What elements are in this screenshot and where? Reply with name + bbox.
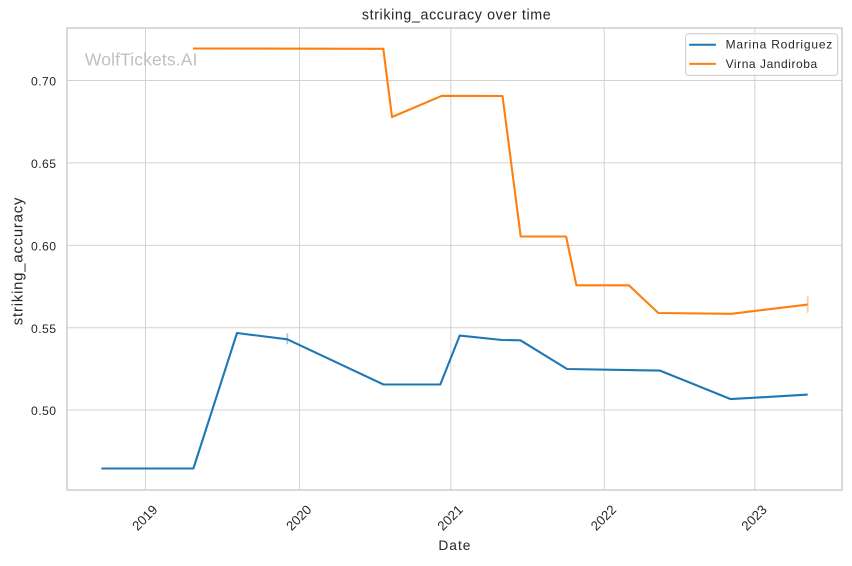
svg-text:Virna Jandiroba: Virna Jandiroba (726, 57, 818, 71)
svg-text:0.50: 0.50 (31, 404, 57, 418)
svg-text:Date: Date (438, 538, 471, 553)
svg-text:0.60: 0.60 (31, 240, 57, 254)
svg-text:0.70: 0.70 (31, 75, 57, 89)
svg-text:striking_accuracy over time: striking_accuracy over time (362, 7, 551, 23)
svg-text:0.55: 0.55 (31, 322, 57, 336)
svg-text:0.65: 0.65 (31, 157, 57, 171)
svg-text:Marina Rodriguez: Marina Rodriguez (726, 38, 834, 52)
svg-text:WolfTickets.AI: WolfTickets.AI (85, 50, 198, 70)
svg-text:striking_accuracy: striking_accuracy (10, 197, 26, 325)
